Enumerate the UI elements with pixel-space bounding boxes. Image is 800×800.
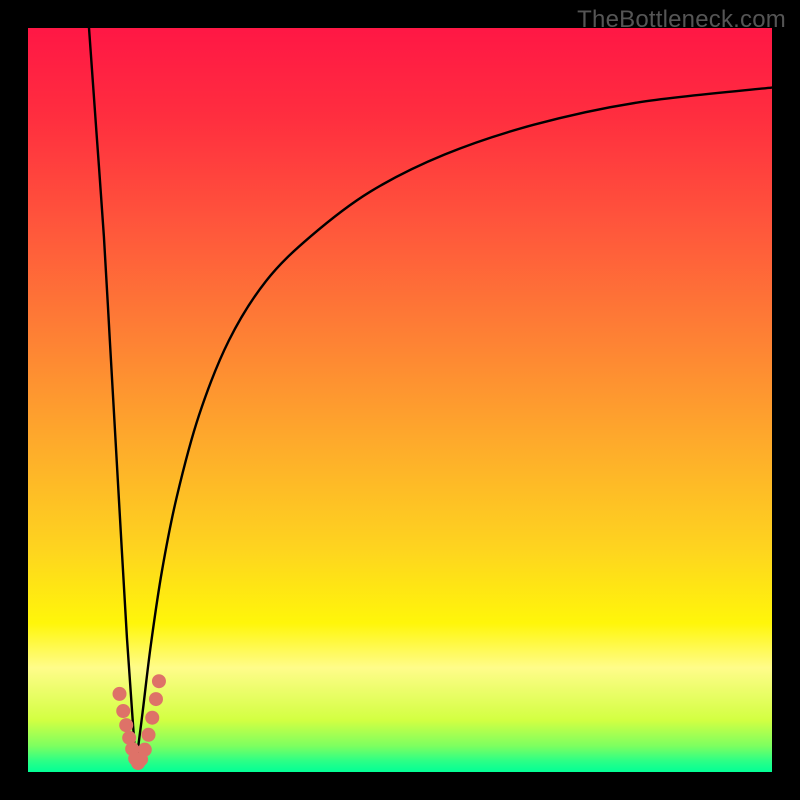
chart-background (28, 28, 772, 772)
marker-point (149, 692, 163, 706)
marker-point (145, 711, 159, 725)
chart-svg (0, 0, 800, 800)
chart-container: TheBottleneck.com (0, 0, 800, 800)
marker-point (119, 718, 133, 732)
marker-point (138, 743, 152, 757)
marker-point (142, 728, 156, 742)
marker-point (116, 704, 130, 718)
marker-point (113, 687, 127, 701)
watermark-text: TheBottleneck.com (577, 6, 786, 34)
marker-point (152, 674, 166, 688)
